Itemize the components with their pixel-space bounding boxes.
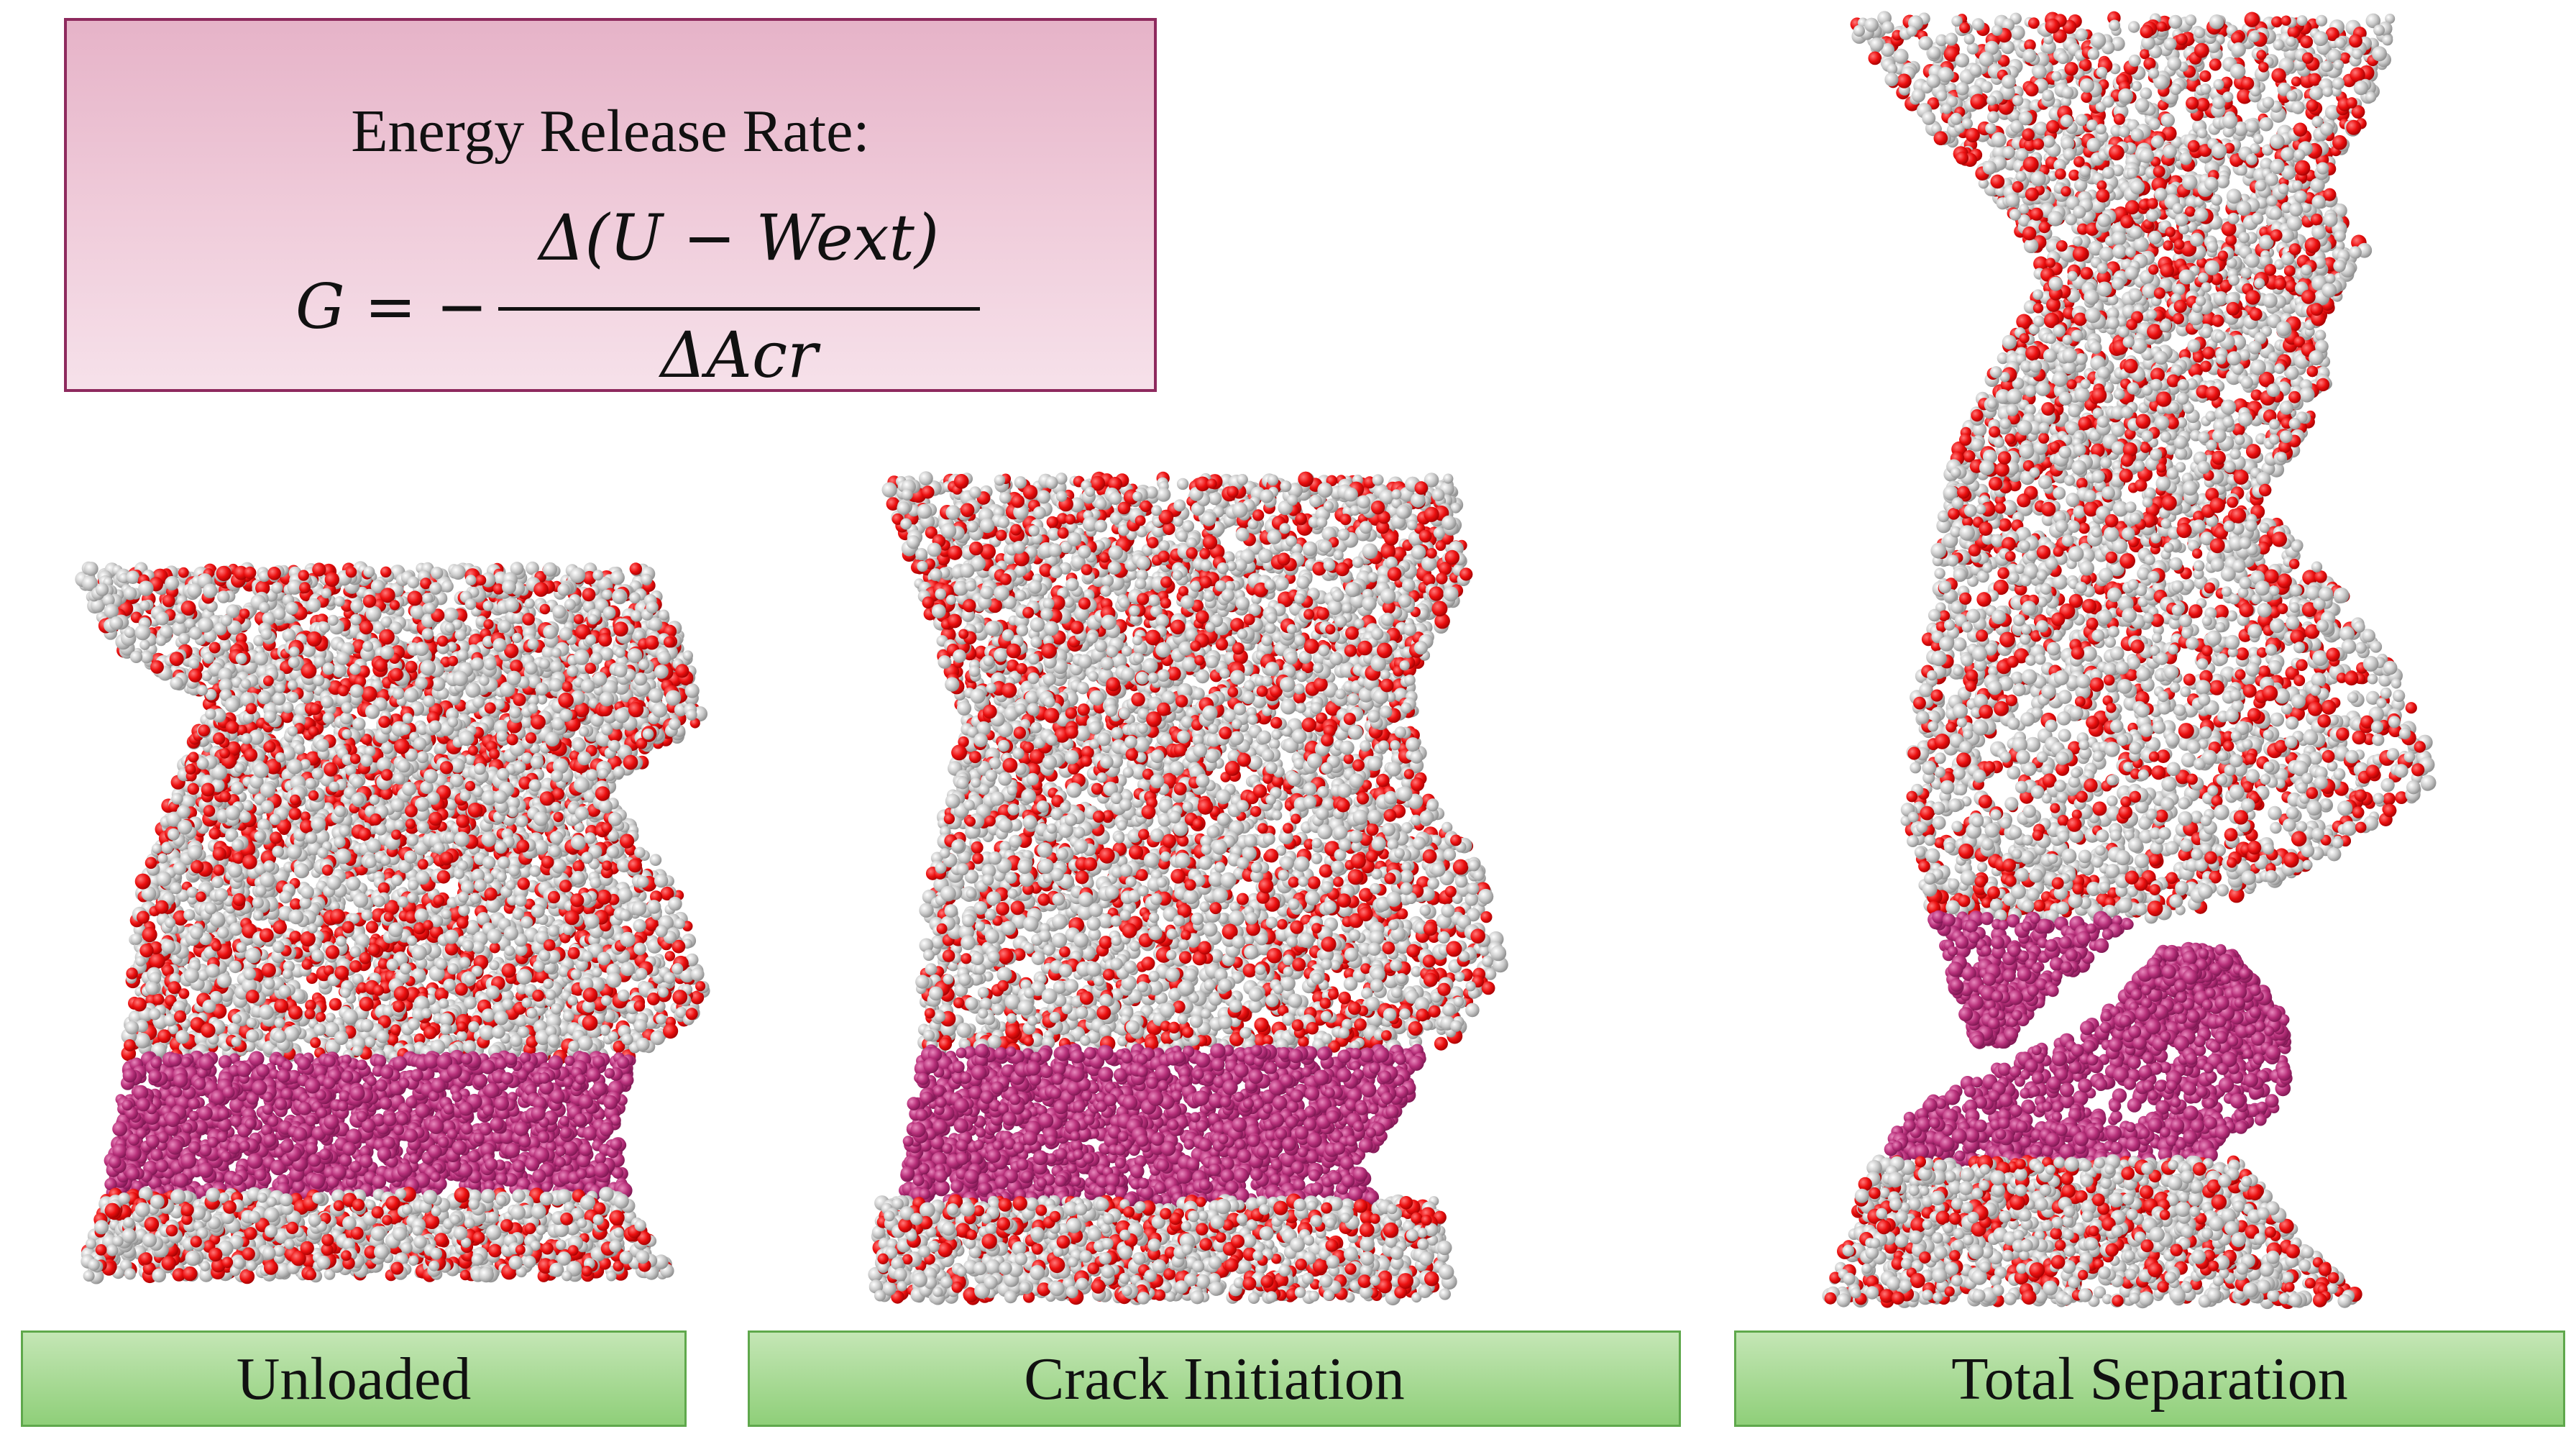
- fraction-bar: [498, 307, 980, 311]
- formula-numerator: Δ(U − Wext): [498, 201, 980, 275]
- molecular-simulation-illustration: [75, 11, 2437, 1310]
- energy-release-formula: G = − Δ(U − Wext) ΔAcr: [67, 201, 1154, 392]
- formula-box: Energy Release Rate: G = − Δ(U − Wext) Δ…: [64, 18, 1157, 392]
- panel-total-separation-structure: [1822, 11, 2437, 1310]
- label-unloaded: Unloaded: [21, 1330, 687, 1427]
- label-total-separation: Total Separation: [1734, 1330, 2565, 1427]
- panel-unloaded-structure: [75, 561, 710, 1284]
- label-crack-initiation: Crack Initiation: [748, 1330, 1681, 1427]
- panel-crack-initiation-structure: [868, 471, 1508, 1306]
- formula-title: Energy Release Rate:: [67, 96, 1154, 166]
- formula-denominator: ΔAcr: [498, 318, 980, 392]
- formula-lhs: G = −: [295, 271, 488, 343]
